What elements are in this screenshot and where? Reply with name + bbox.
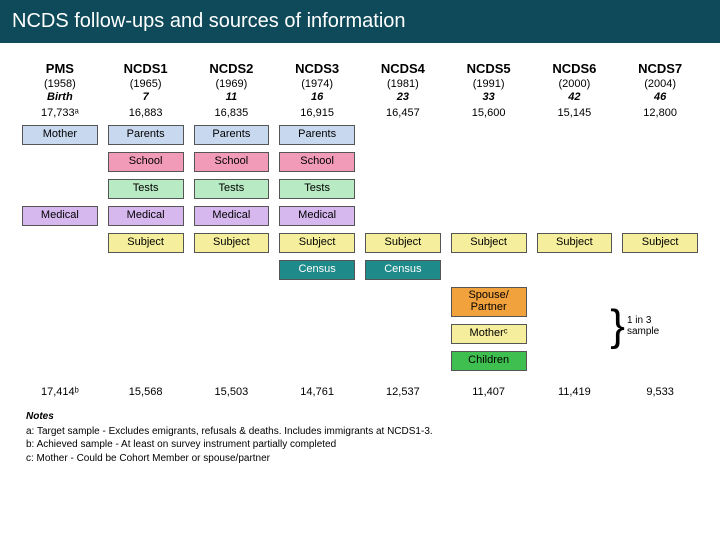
- column-head-1: NCDS1: [108, 61, 184, 76]
- source-row-children: Children: [22, 350, 698, 372]
- column-age-2: 11: [194, 91, 270, 103]
- column-age-4: 23: [365, 91, 441, 103]
- src-subject-col7: Subject: [622, 233, 698, 253]
- src-children-col5: Children: [451, 351, 527, 371]
- src-census-col3: Census: [279, 260, 355, 280]
- source-row-spouse: Spouse/ Partner: [22, 286, 698, 318]
- achieved-sample-4: 12,537: [365, 386, 441, 398]
- notes-title: Notes: [26, 410, 694, 424]
- column-head-4: NCDS4: [365, 61, 441, 76]
- target-sample-2: 16,835: [194, 107, 270, 119]
- source-row-subject: Subject Subject Subject Subject Subject Subje…: [22, 232, 698, 254]
- achieved-sample-0: 17,414ᵇ: [22, 386, 98, 398]
- src-school-col2: School: [194, 152, 270, 172]
- source-row-mother: Mother Parents Parents Parents: [22, 124, 698, 146]
- column-age-7: 46: [622, 91, 698, 103]
- ncds-chart: PMS NCDS1 NCDS2 NCDS3 NCDS4 NCDS5 NCDS6 NCDS7 (…: [0, 43, 720, 404]
- target-sample-5: 15,600: [451, 107, 527, 119]
- column-head-2: NCDS2: [194, 61, 270, 76]
- target-sample-7: 12,800: [622, 107, 698, 119]
- src-spouse-col5: Spouse/ Partner: [451, 287, 527, 317]
- column-year-2: (1969): [194, 78, 270, 90]
- target-sample-3: 16,915: [279, 107, 355, 119]
- src-mother-col3: Parents: [279, 125, 355, 145]
- src-census-col4: Census: [365, 260, 441, 280]
- page-title: NCDS follow-ups and sources of informati…: [0, 0, 720, 43]
- achieved-sample-2: 15,503: [194, 386, 270, 398]
- column-head-5: NCDS5: [451, 61, 527, 76]
- source-row-census: Census Census: [22, 259, 698, 281]
- column-age-6: 42: [537, 91, 613, 103]
- target-sample-4: 16,457: [365, 107, 441, 119]
- achieved-sample-7: 9,533: [622, 386, 698, 398]
- note-line-2: c: Mother - Could be Cohort Member or sp…: [26, 452, 694, 466]
- column-age-0: Birth: [22, 91, 98, 103]
- src-tests-col3: Tests: [279, 179, 355, 199]
- src-subject-col4: Subject: [365, 233, 441, 253]
- source-row-motherc: Motherᶜ: [22, 323, 698, 345]
- src-school-col1: School: [108, 152, 184, 172]
- bracket-label: 1 in 3 sample: [627, 315, 659, 337]
- column-year-4: (1981): [365, 78, 441, 90]
- target-sample-0: 17,733ᵃ: [22, 107, 98, 119]
- column-year-7: (2004): [622, 78, 698, 90]
- achieved-sample-6: 11,419: [537, 386, 613, 398]
- achieved-sample-5: 11,407: [451, 386, 527, 398]
- src-mother-col1: Parents: [108, 125, 184, 145]
- achieved-sample-3: 14,761: [279, 386, 355, 398]
- column-age-1: 7: [108, 91, 184, 103]
- column-year-6: (2000): [537, 78, 613, 90]
- column-year-1: (1965): [108, 78, 184, 90]
- column-head-0: PMS: [22, 61, 98, 76]
- src-tests-col1: Tests: [108, 179, 184, 199]
- src-mother-col0: Mother: [22, 125, 98, 145]
- src-subject-col6: Subject: [537, 233, 613, 253]
- target-sample-6: 15,145: [537, 107, 613, 119]
- column-head-6: NCDS6: [537, 61, 613, 76]
- src-subject-col5: Subject: [451, 233, 527, 253]
- src-medical-col2: Medical: [194, 206, 270, 226]
- src-motherc-col5: Motherᶜ: [451, 324, 527, 344]
- source-row-tests: Tests Tests Tests: [22, 178, 698, 200]
- column-year-0: (1958): [22, 78, 98, 90]
- notes-block: Notes a: Target sample - Excludes emigra…: [0, 404, 720, 471]
- src-tests-col2: Tests: [194, 179, 270, 199]
- achieved-sample-1: 15,568: [108, 386, 184, 398]
- sample-bracket: }1 in 3 sample: [610, 311, 659, 342]
- src-mother-col2: Parents: [194, 125, 270, 145]
- src-medical-col3: Medical: [279, 206, 355, 226]
- source-row-school: School School School: [22, 151, 698, 173]
- src-subject-col3: Subject: [279, 233, 355, 253]
- column-head-3: NCDS3: [279, 61, 355, 76]
- src-school-col3: School: [279, 152, 355, 172]
- src-subject-col1: Subject: [108, 233, 184, 253]
- target-sample-1: 16,883: [108, 107, 184, 119]
- column-year-5: (1991): [451, 78, 527, 90]
- note-line-1: b: Achieved sample - At least on survey …: [26, 438, 694, 452]
- column-age-3: 16: [279, 91, 355, 103]
- column-year-3: (1974): [279, 78, 355, 90]
- source-row-medical: Medical Medical Medical Medical: [22, 205, 698, 227]
- src-medical-col1: Medical: [108, 206, 184, 226]
- column-age-5: 33: [451, 91, 527, 103]
- src-subject-col2: Subject: [194, 233, 270, 253]
- src-medical-col0: Medical: [22, 206, 98, 226]
- note-line-0: a: Target sample - Excludes emigrants, r…: [26, 425, 694, 439]
- column-head-7: NCDS7: [622, 61, 698, 76]
